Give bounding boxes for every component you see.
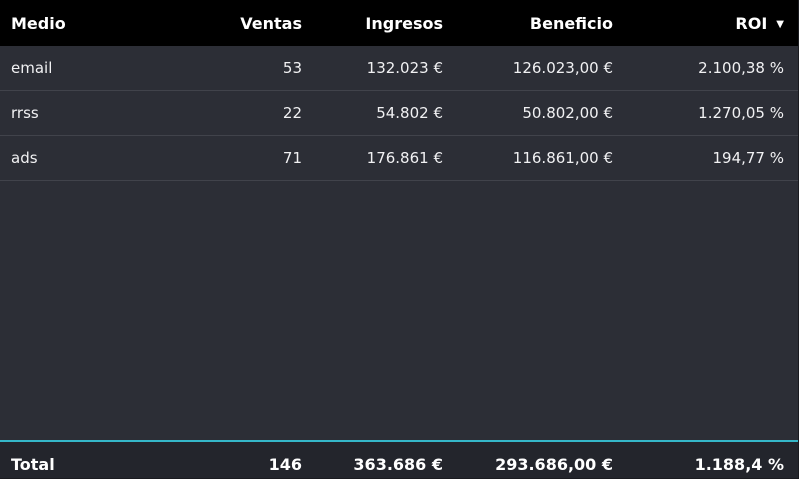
data-table: Medio Ventas Ingresos Beneficio ROI ▼ em… bbox=[0, 0, 799, 479]
cell-medio: email bbox=[11, 59, 53, 77]
total-roi: 1.188,4 % bbox=[694, 454, 784, 474]
cell-ingresos: 54.802 € bbox=[376, 104, 443, 122]
column-header-ingresos[interactable]: Ingresos bbox=[365, 13, 443, 33]
cell-ingresos: 176.861 € bbox=[366, 149, 443, 167]
total-row: Total 146 363.686 € 293.686,00 € 1.188,4… bbox=[0, 442, 798, 478]
column-header-beneficio[interactable]: Beneficio bbox=[529, 13, 613, 33]
total-label: Total bbox=[11, 454, 55, 474]
column-header-roi-label: ROI bbox=[735, 13, 768, 33]
column-header-medio[interactable]: Medio bbox=[11, 13, 66, 33]
table-row[interactable]: rrss 22 54.802 € 50.802,00 € 1.270,05 % bbox=[0, 91, 798, 136]
total-ventas: 146 bbox=[268, 454, 302, 474]
cell-medio: ads bbox=[11, 149, 38, 167]
table-row[interactable]: email 53 132.023 € 126.023,00 € 2.100,38… bbox=[0, 46, 798, 91]
cell-roi: 1.270,05 % bbox=[698, 104, 784, 122]
table-row[interactable]: ads 71 176.861 € 116.861,00 € 194,77 % bbox=[0, 136, 798, 181]
table-header: Medio Ventas Ingresos Beneficio ROI ▼ bbox=[0, 0, 798, 46]
total-ingresos: 363.686 € bbox=[353, 454, 443, 474]
cell-ingresos: 132.023 € bbox=[366, 59, 443, 77]
cell-beneficio: 50.802,00 € bbox=[522, 104, 613, 122]
cell-ventas: 22 bbox=[282, 104, 302, 122]
cell-roi: 2.100,38 % bbox=[698, 59, 784, 77]
column-header-ventas[interactable]: Ventas bbox=[240, 13, 302, 33]
cell-beneficio: 116.861,00 € bbox=[512, 149, 613, 167]
column-header-roi[interactable]: ROI ▼ bbox=[735, 0, 784, 46]
cell-roi: 194,77 % bbox=[712, 149, 784, 167]
cell-ventas: 71 bbox=[282, 149, 302, 167]
cell-medio: rrss bbox=[11, 104, 39, 122]
total-beneficio: 293.686,00 € bbox=[495, 454, 613, 474]
total-divider bbox=[0, 440, 798, 442]
cell-ventas: 53 bbox=[282, 59, 302, 77]
cell-beneficio: 126.023,00 € bbox=[512, 59, 613, 77]
sort-descending-icon[interactable]: ▼ bbox=[776, 18, 784, 30]
